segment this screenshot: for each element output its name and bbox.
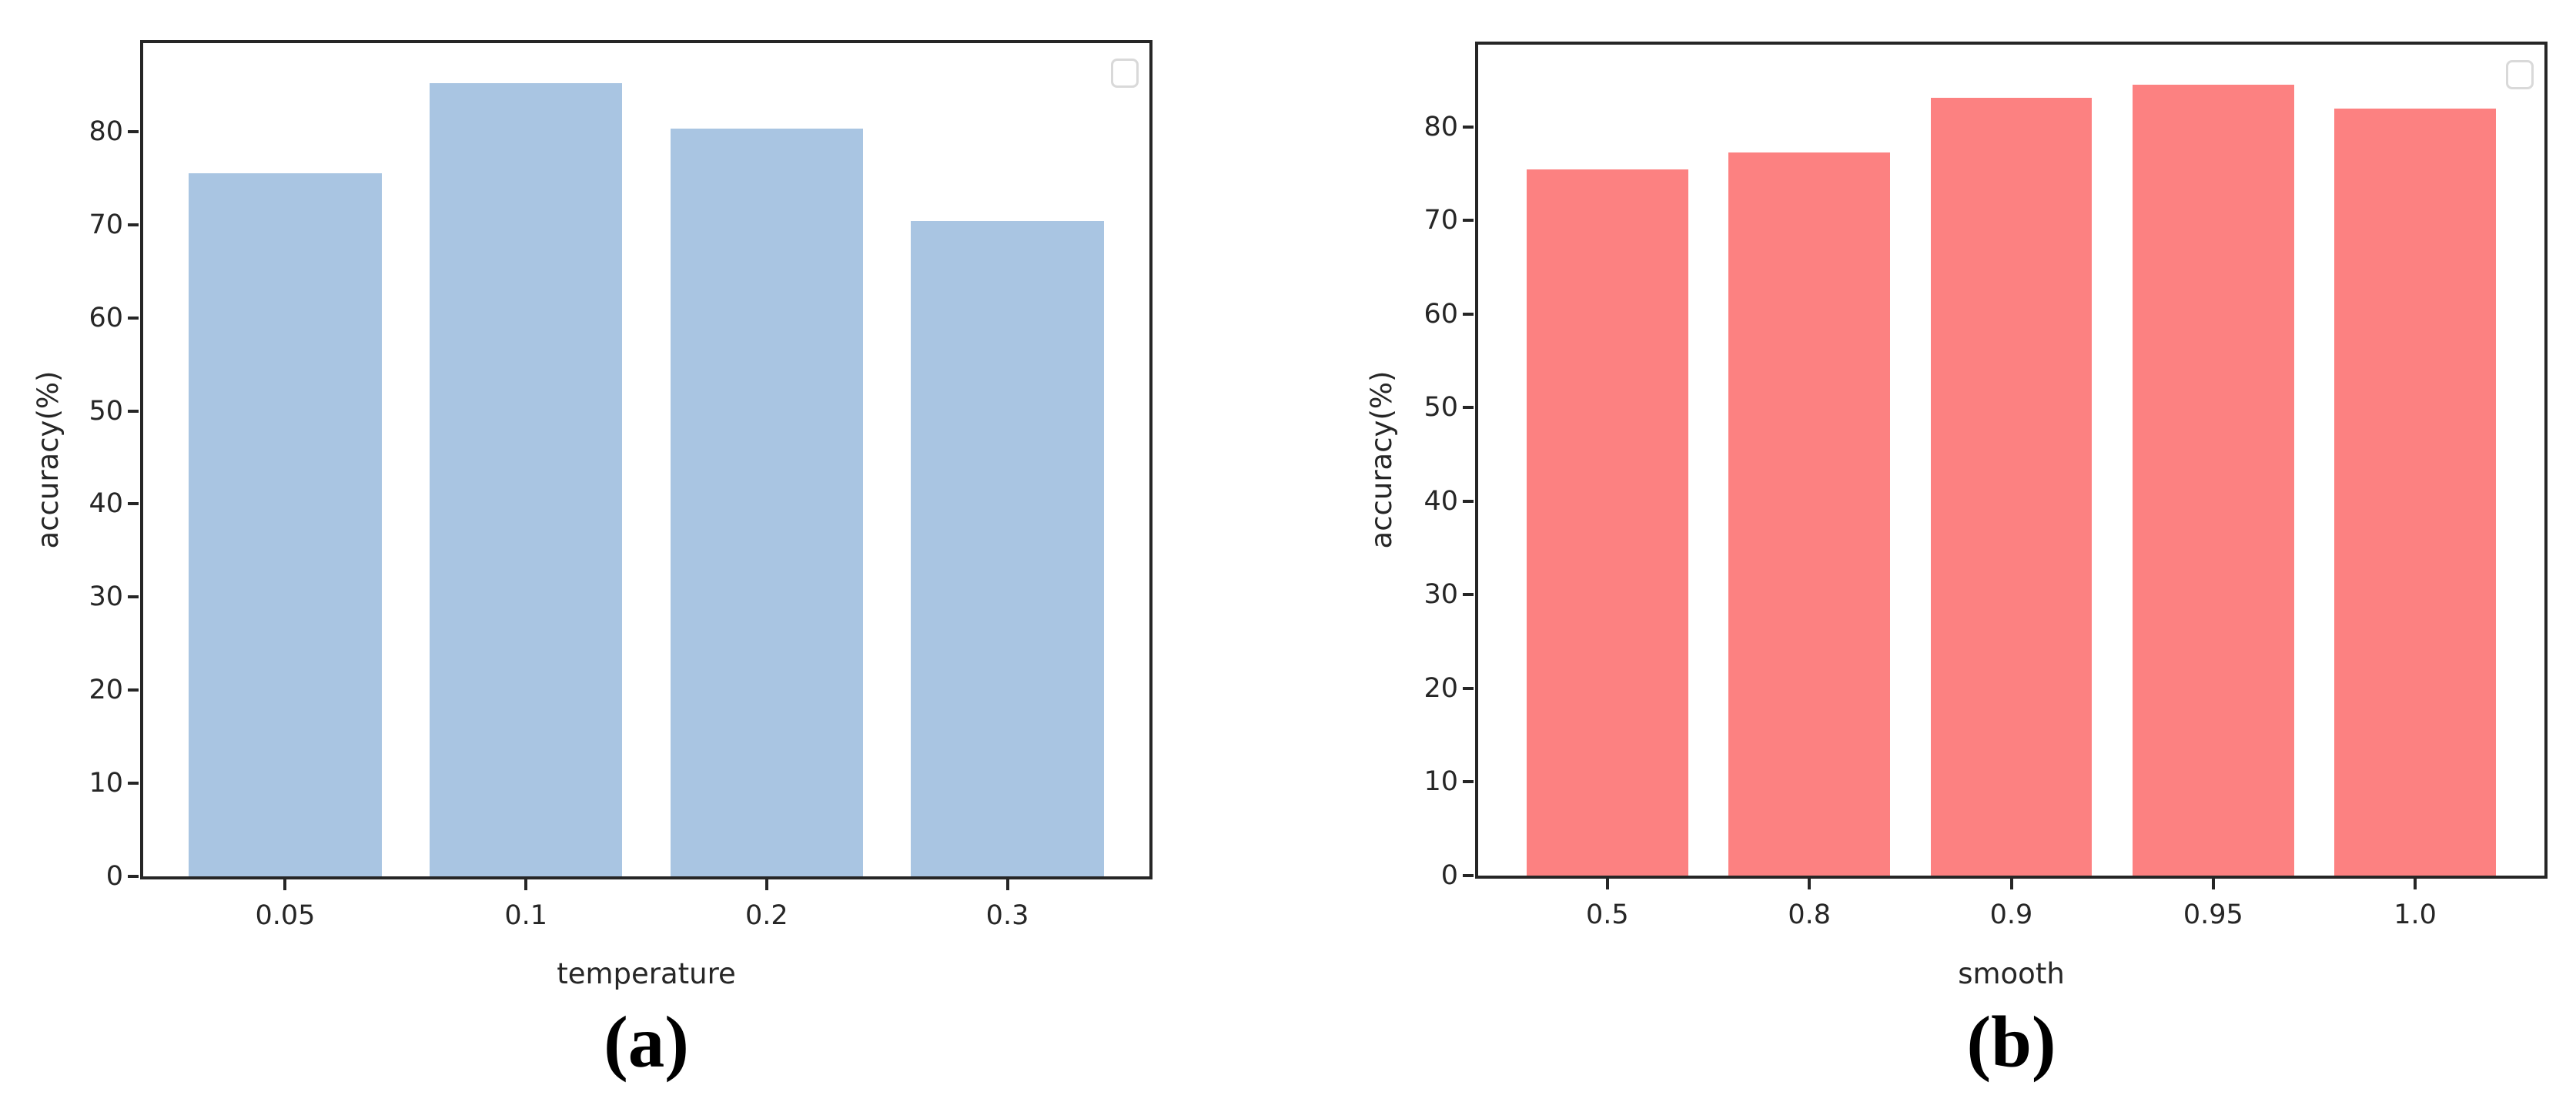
x-tick-mark	[524, 879, 528, 890]
bar-0.2	[670, 129, 863, 876]
y-tick-mark	[128, 223, 139, 226]
chart-a-caption: (a)	[604, 1001, 689, 1083]
x-tick-label: 0.3	[985, 900, 1029, 931]
y-tick-label: 70	[1423, 205, 1458, 236]
x-tick-mark	[2211, 879, 2215, 889]
bar-0.5	[1526, 169, 1688, 876]
x-tick-mark	[1808, 879, 1812, 889]
y-tick-mark	[128, 502, 139, 506]
x-tick-mark	[1605, 879, 1609, 889]
y-tick-label: 40	[89, 488, 123, 520]
chart-a-y-axis-label: accuracy(%)	[32, 370, 65, 549]
y-tick-label: 20	[89, 675, 123, 706]
x-tick-label: 1.0	[2394, 899, 2437, 930]
y-tick-mark	[1463, 780, 1474, 784]
bar-0.9	[1930, 98, 2093, 876]
x-tick-mark	[1005, 879, 1009, 890]
y-tick-mark	[1463, 219, 1474, 223]
y-tick-mark	[1463, 593, 1474, 597]
y-tick-label: 0	[1440, 860, 1458, 891]
x-tick-mark	[283, 879, 287, 890]
y-tick-mark	[1463, 125, 1474, 129]
y-tick-mark	[128, 688, 139, 692]
y-tick-label: 30	[89, 581, 123, 613]
y-tick-mark	[128, 129, 139, 133]
legend-box	[1111, 59, 1139, 88]
y-tick-label: 0	[105, 861, 123, 892]
y-tick-label: 50	[89, 395, 123, 427]
chart-a-figure: 0 10 20 30 40 50 60 70 80 0.05 0.1 0.2 0.3 accuracy(…	[32, 40, 1153, 1083]
x-tick-label: 0.9	[1989, 899, 2033, 930]
y-tick-mark	[1463, 406, 1474, 410]
y-tick-label: 40	[1423, 485, 1458, 517]
bar-0.95	[2132, 85, 2294, 876]
x-tick-label: 0.1	[504, 900, 547, 931]
y-tick-mark	[128, 875, 139, 878]
chart-b-plot-area: 0 10 20 30 40 50 60 70 80 0.5 0.8 0.9 0.95 1.0	[1423, 42, 2548, 930]
y-tick-mark	[128, 595, 139, 599]
bar-0.8	[1728, 152, 1891, 876]
x-tick-mark	[764, 879, 768, 890]
x-tick-label: 0.95	[2183, 899, 2243, 930]
chart-b-y-axis-label: accuracy(%)	[1365, 370, 1398, 549]
x-tick-label: 0.8	[1788, 899, 1832, 930]
y-tick-label: 10	[89, 768, 123, 799]
bar-0.1	[430, 82, 623, 876]
y-tick-label: 60	[1423, 298, 1458, 330]
legend-box	[2506, 60, 2534, 89]
bar-1.0	[2334, 108, 2497, 876]
y-tick-mark	[128, 316, 139, 320]
bar-0.3	[911, 220, 1104, 876]
x-tick-label: 0.05	[255, 900, 316, 931]
y-tick-mark	[1463, 686, 1474, 690]
bar-0.05	[189, 173, 382, 876]
y-tick-label: 80	[1423, 111, 1458, 142]
y-tick-mark	[1463, 499, 1474, 503]
chart-a-x-axis-label: temperature	[557, 957, 736, 990]
y-tick-mark	[128, 409, 139, 413]
y-tick-mark	[128, 782, 139, 785]
y-tick-label: 30	[1423, 579, 1458, 611]
chart-a-plot-area: 0 10 20 30 40 50 60 70 80 0.05 0.1 0.2 0.3	[89, 40, 1153, 931]
x-tick-label: 0.5	[1586, 899, 1629, 930]
y-tick-label: 20	[1423, 672, 1458, 704]
y-tick-label: 50	[1423, 392, 1458, 424]
y-tick-label: 80	[89, 116, 123, 147]
chart-b-caption: (b)	[1966, 1001, 2056, 1083]
y-tick-mark	[1463, 874, 1474, 877]
chart-b-x-axis-label: smooth	[1958, 957, 2065, 990]
chart-b-figure: 0 10 20 30 40 50 60 70 80 0.5 0.8 0.9 0.95 1.0 accura…	[1288, 0, 2576, 1102]
y-tick-label: 10	[1423, 766, 1458, 798]
y-tick-label: 60	[89, 302, 123, 333]
x-tick-label: 0.2	[744, 900, 788, 931]
y-tick-mark	[1463, 312, 1474, 316]
y-tick-label: 70	[89, 209, 123, 240]
x-tick-mark	[2414, 879, 2417, 889]
x-tick-mark	[2009, 879, 2013, 889]
